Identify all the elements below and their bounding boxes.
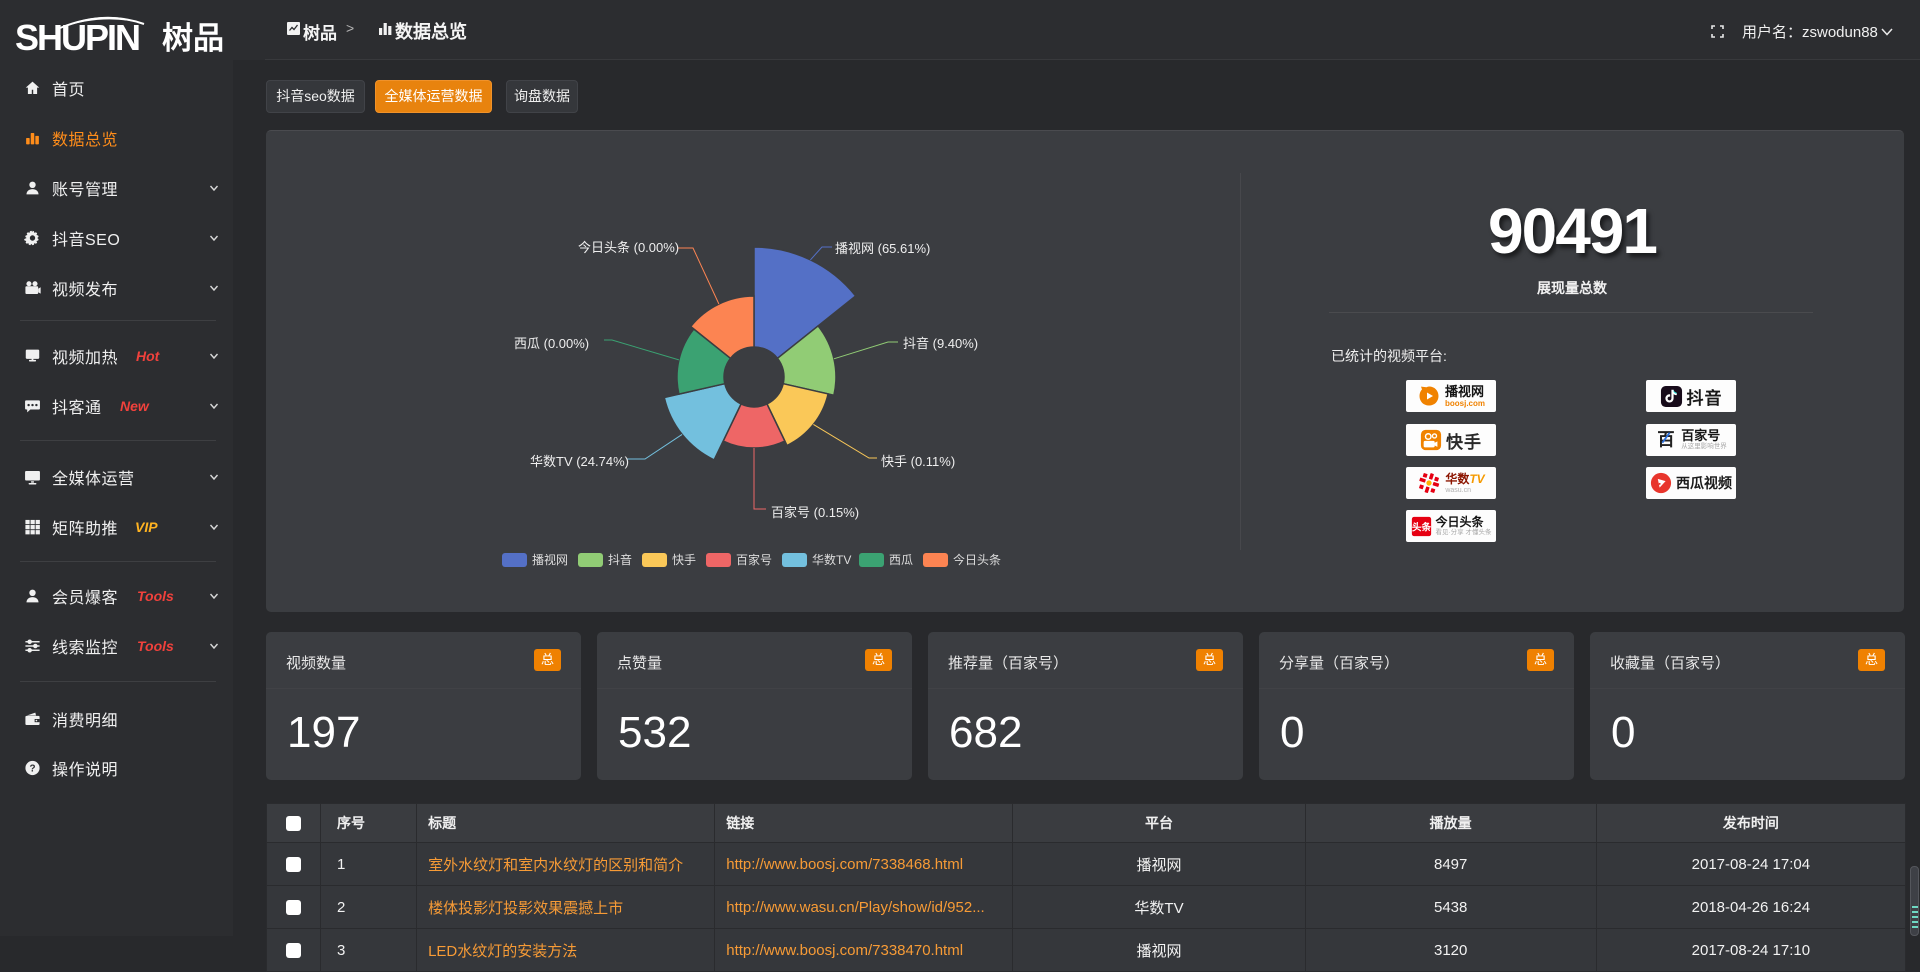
svg-text:SHUPIN: SHUPIN [15,17,139,56]
svg-text:?: ? [29,764,35,775]
svg-text:头条: 头条 [1411,521,1431,533]
svg-text:树品: 树品 [162,21,224,56]
svg-text:百: 百 [1658,430,1675,450]
